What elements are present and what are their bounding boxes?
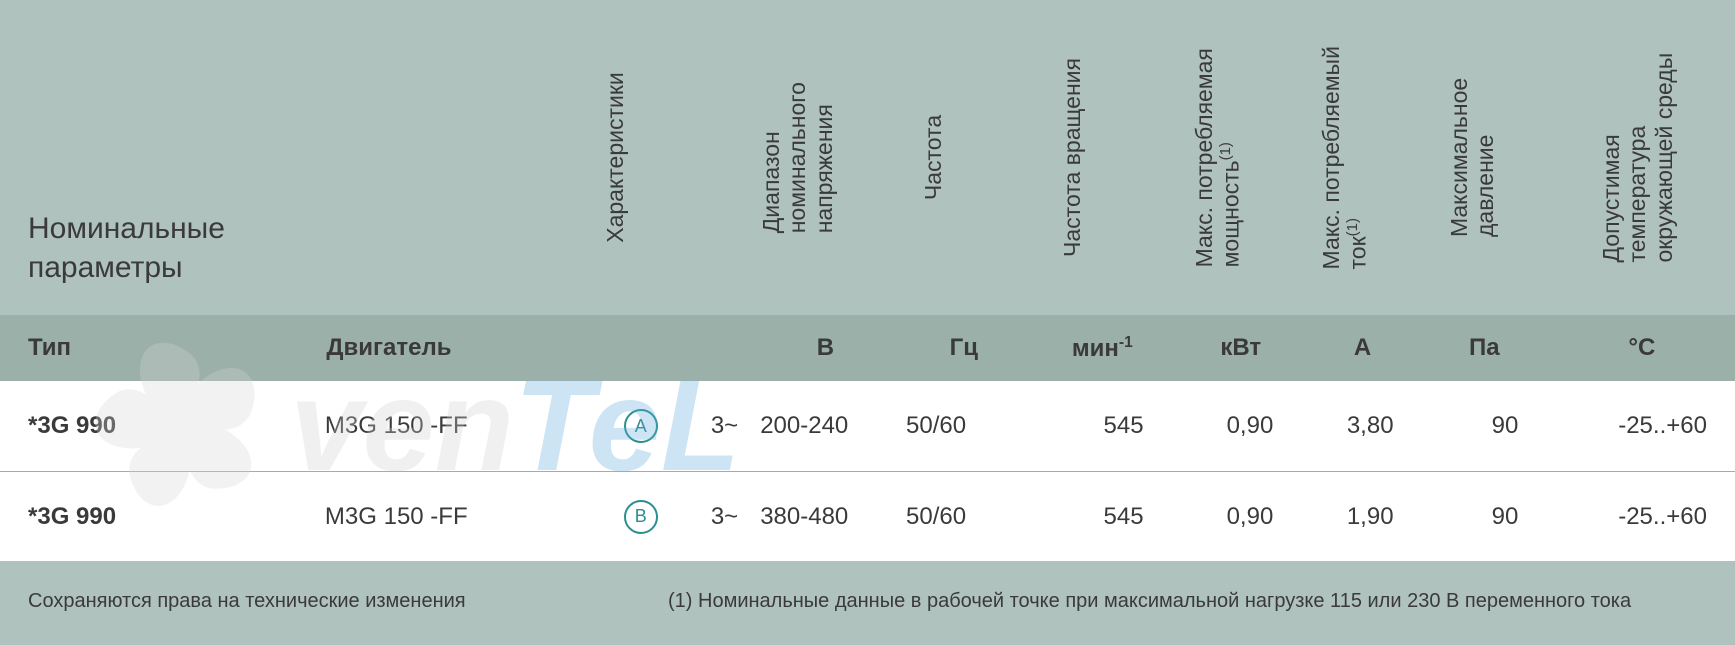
unit-pressure: Па (1420, 334, 1549, 362)
voltage-value: 200-240 (748, 412, 896, 440)
title-line2: параметры (28, 251, 183, 284)
temp-value: -25..+60 (1548, 412, 1735, 440)
current-value: 1,90 (1303, 503, 1418, 531)
table-row: *3G 990M3G 150 -FF B 3~380-48050/605450,90… (0, 471, 1735, 561)
title-line1: Номинальные (28, 212, 225, 245)
header-row: Номинальные параметры Характеристики Диа… (0, 0, 1735, 315)
unit-row: Тип Двигатель В Гц мин-1 кВт А Па °С (0, 315, 1735, 381)
col-frequency: Частота (873, 20, 995, 315)
frequency-value: 50/60 (896, 412, 1025, 440)
col-temp: Допустимаятемператураокружающей среды (1540, 20, 1735, 315)
speed-label: Частота вращения (1059, 58, 1086, 257)
current-label: Макс. потребляемыйток(1) (1318, 46, 1372, 269)
col-pressure: Максимальноедавление (1405, 20, 1540, 315)
characteristics-label: Характеристики (602, 72, 629, 243)
unit-current: А (1305, 334, 1420, 362)
col-speed: Частота вращения (995, 20, 1150, 315)
motor-value: M3G 150 -FF (315, 412, 563, 440)
phase-value: 3~ (681, 412, 748, 440)
rows-container: *3G 990M3G 150 -FFA3~200-24050/605450,90… (0, 381, 1735, 561)
title-cell: Номинальные параметры (0, 209, 301, 315)
footer-right: (1) Номинальные данные в рабочей точке п… (668, 590, 1707, 613)
temp-value: -25..+60 (1548, 503, 1735, 531)
speed-value: 545 (1025, 412, 1174, 440)
footer-left: Сохраняются права на технические изменен… (28, 590, 668, 613)
voltage-value: 380-480 (748, 503, 896, 531)
type-value: *3G 990 (0, 412, 315, 440)
power-value: 0,90 (1174, 412, 1304, 440)
speed-value: 545 (1025, 503, 1174, 531)
char-badge: A (624, 409, 658, 443)
char-badge: B (624, 500, 658, 534)
table-wrapper: venTeL Номинальные параметры Характерист… (0, 0, 1735, 641)
table-row: *3G 990M3G 150 -FF A 3~200-24050/605450,90… (0, 381, 1735, 471)
motor-value: M3G 150 -FF (315, 503, 563, 531)
current-value: 3,80 (1303, 412, 1418, 440)
unit-speed: мин-1 (1028, 334, 1176, 363)
col-current: Макс. потребляемыйток(1) (1285, 20, 1405, 315)
pressure-value: 90 (1419, 503, 1549, 531)
phase-value: 3~ (681, 503, 748, 531)
badge-cell: B (600, 500, 681, 534)
voltage-label: Диапазонноминальногонапряжения (757, 82, 836, 233)
pressure-label: Максимальноедавление (1446, 78, 1499, 237)
type-value: *3G 990 (0, 503, 315, 531)
motor-header: Двигатель (316, 334, 565, 362)
unit-frequency: Гц (899, 334, 1028, 362)
type-header: Тип (0, 334, 316, 362)
badge-cell: A (600, 409, 681, 443)
temp-label: Допустимаятемператураокружающей среды (1598, 53, 1677, 263)
frequency-label: Частота (920, 115, 947, 200)
col-voltage: Диапазонноминальногонапряжения (722, 20, 873, 315)
unit-temp: °С (1549, 334, 1735, 362)
col-power: Макс. потребляемаямощность(1) (1150, 20, 1285, 315)
footer: Сохраняются права на технические изменен… (0, 561, 1735, 641)
unit-voltage: В (751, 334, 899, 362)
unit-power: кВт (1176, 334, 1305, 362)
power-label: Макс. потребляемаямощность(1) (1191, 48, 1245, 267)
power-value: 0,90 (1174, 503, 1304, 531)
col-characteristics: Характеристики (573, 20, 658, 315)
frequency-value: 50/60 (896, 503, 1025, 531)
pressure-value: 90 (1419, 412, 1549, 440)
